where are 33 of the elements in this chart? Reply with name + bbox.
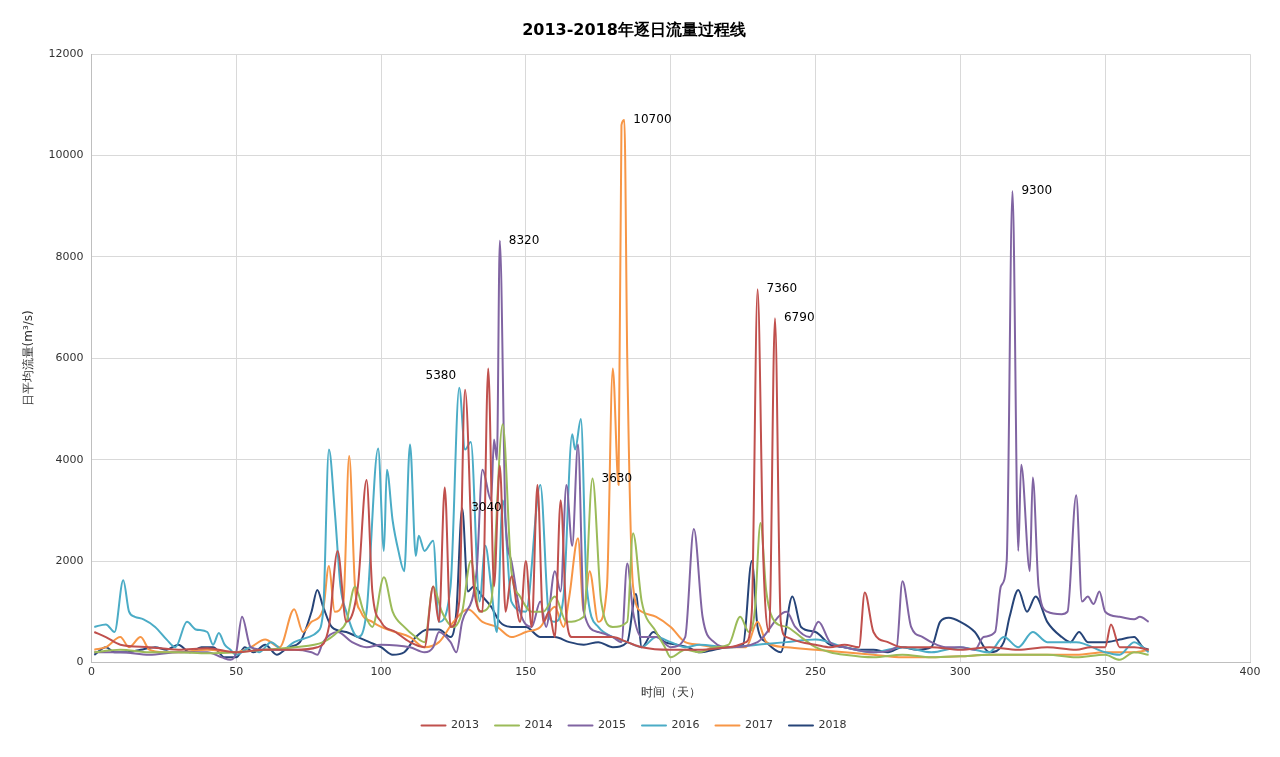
y-tick-label: 0	[76, 655, 84, 669]
legend-label: 2015	[598, 718, 627, 732]
y-tick-label: 6000	[55, 351, 84, 365]
line-series	[93, 423, 1150, 661]
x-tick-label: 0	[87, 664, 95, 678]
annotation: 6790	[783, 310, 815, 325]
legend-label: 2016	[671, 718, 700, 732]
legend-label: 2013	[451, 718, 480, 732]
annotation: 10700	[633, 112, 672, 127]
x-tick-label: 50	[229, 664, 244, 678]
x-tick-label: 150	[515, 664, 537, 678]
y-tick-label: 12000	[48, 47, 84, 61]
annotation: 9300	[1021, 183, 1053, 198]
annotation: 5380	[425, 367, 457, 382]
y-tick-label: 10000	[48, 148, 84, 162]
legend-label: 2018	[818, 718, 847, 732]
annotation: 8320	[508, 232, 540, 247]
annotation: 7360	[766, 281, 798, 296]
x-tick-label: 400	[1239, 664, 1261, 678]
legend-label: 2017	[744, 718, 773, 732]
x-axis-title: 时间（天）	[640, 684, 701, 699]
x-tick-label: 350	[1094, 664, 1116, 678]
y-tick-label: 8000	[55, 249, 84, 263]
x-tick-label: 250	[805, 664, 827, 678]
y-axis-title: 日平均流量(m³/s)	[21, 310, 36, 407]
line-series	[93, 386, 1150, 656]
y-tick-label: 4000	[55, 452, 84, 466]
legend-label: 2014	[524, 718, 553, 732]
x-tick-label: 100	[370, 664, 392, 678]
chart-title: 2013-2018年逐日流量过程线	[522, 19, 746, 39]
x-tick-label: 200	[660, 664, 682, 678]
y-tick-label: 2000	[55, 553, 84, 567]
x-tick-label: 300	[949, 664, 971, 678]
